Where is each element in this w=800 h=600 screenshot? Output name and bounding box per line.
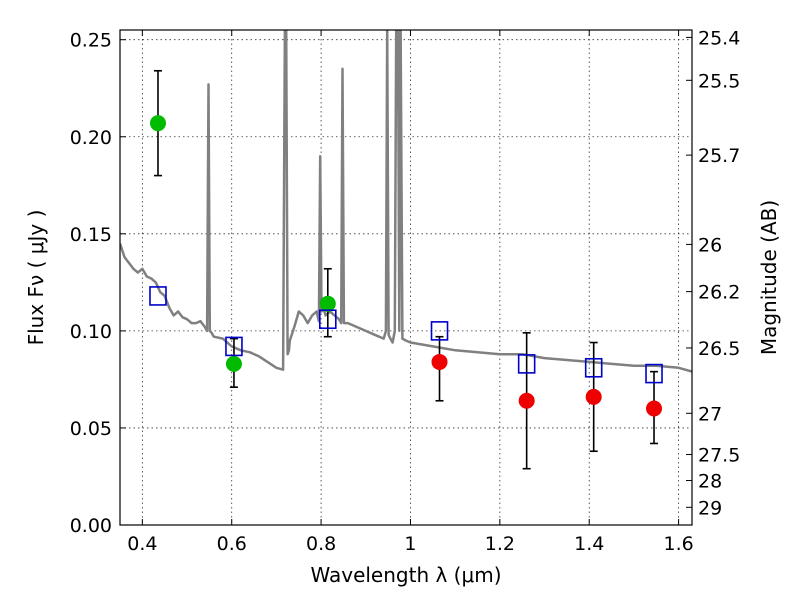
model-point — [149, 286, 167, 306]
axes: 0.4 0.6 0.8 1 1.2 1.4 1.6 0.00 0.05 0.10 0.15 0.20 0… — [70, 27, 741, 555]
y2-tick-label: 25.5 — [698, 70, 740, 92]
x-tick-label: 1 — [404, 533, 416, 555]
data-point — [225, 355, 242, 372]
y-axis-title: Flux Fν ( μJy ) — [24, 210, 48, 346]
y2-tick-label: 26 — [698, 234, 722, 256]
x-tick-label: 0.4 — [127, 533, 157, 555]
x-tick-label: 0.8 — [306, 533, 336, 555]
model-point — [584, 357, 603, 378]
y2-tick-label: 25.7 — [698, 145, 740, 167]
plot-content — [120, 30, 692, 470]
data-point — [149, 115, 166, 132]
y2-tick-label: 25.4 — [698, 27, 740, 49]
model-point — [430, 321, 449, 341]
plot-frame — [119, 29, 693, 526]
model-point — [645, 363, 663, 384]
data-point — [585, 388, 602, 405]
y2-axis-title: Magnitude (AB) — [757, 200, 781, 355]
y2-tick-label: 27.5 — [698, 445, 740, 467]
x-tick-label: 1.4 — [574, 533, 604, 555]
y2-tick-label: 28 — [698, 471, 722, 493]
plot-area — [120, 30, 692, 470]
data-point — [518, 392, 535, 409]
data-point — [319, 295, 336, 312]
model-spectrum-line — [120, 30, 692, 373]
y-tick-label: 0.20 — [70, 127, 112, 149]
y-tick-label: 0.15 — [70, 224, 112, 246]
data-point — [646, 400, 663, 417]
data-point — [431, 353, 448, 370]
y-tick-label: 0.25 — [70, 30, 112, 52]
y2-tick-label: 29 — [698, 497, 722, 519]
x-axis-title: Wavelength λ (μm) — [310, 563, 501, 587]
grid-lines — [120, 30, 692, 526]
y2-tick-label: 26.2 — [698, 282, 740, 304]
y-tick-label: 0.10 — [70, 321, 112, 343]
y-tick-label: 0.00 — [70, 515, 112, 537]
model-point — [225, 336, 243, 357]
model-point — [517, 354, 536, 374]
x-tick-label: 1.6 — [663, 533, 693, 555]
x-tick-label: 1.2 — [485, 533, 515, 555]
x-tick-label: 0.6 — [217, 533, 247, 555]
y2-tick-label: 26.5 — [698, 338, 740, 360]
y-tick-label: 0.05 — [70, 418, 112, 440]
model-point — [318, 309, 337, 330]
y2-tick-label: 27 — [698, 403, 722, 425]
